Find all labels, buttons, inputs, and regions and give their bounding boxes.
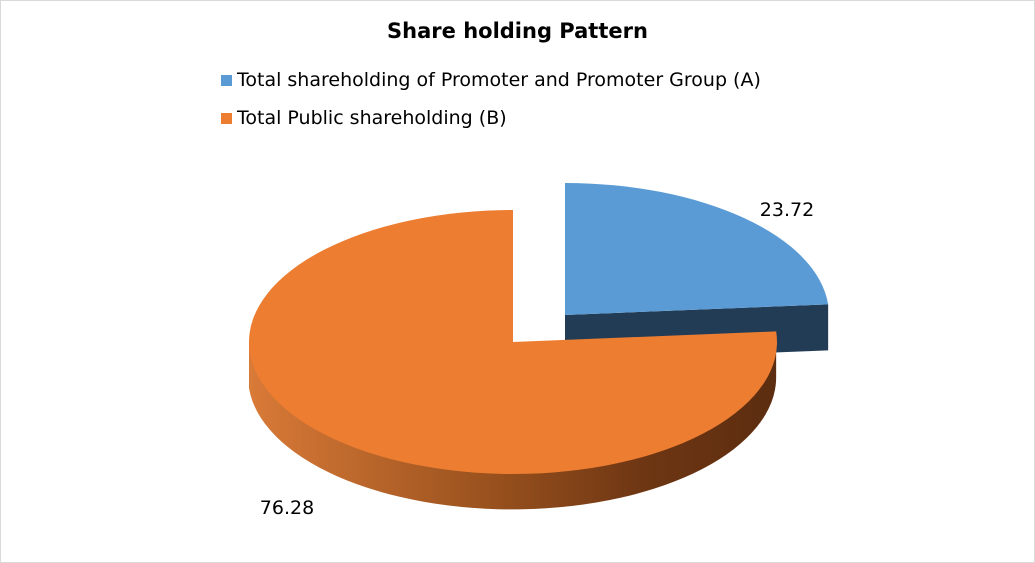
legend-swatch-promoter (221, 74, 232, 86)
data-label-promoter: 23.72 (760, 199, 814, 221)
data-label-public: 76.28 (260, 497, 314, 519)
legend-item-public: Total Public shareholding (B) (221, 107, 507, 129)
pie-slice-public (249, 210, 778, 474)
legend-item-promoter: Total shareholding of Promoter and Promo… (221, 69, 761, 91)
legend-label-promoter: Total shareholding of Promoter and Promo… (237, 69, 761, 91)
pie-side-public (249, 331, 777, 510)
legend-swatch-public (221, 112, 232, 124)
chart-title: Share holding Pattern (387, 19, 648, 43)
pie-slice-promoter (565, 183, 829, 315)
legend-label-public: Total Public shareholding (B) (237, 107, 507, 129)
